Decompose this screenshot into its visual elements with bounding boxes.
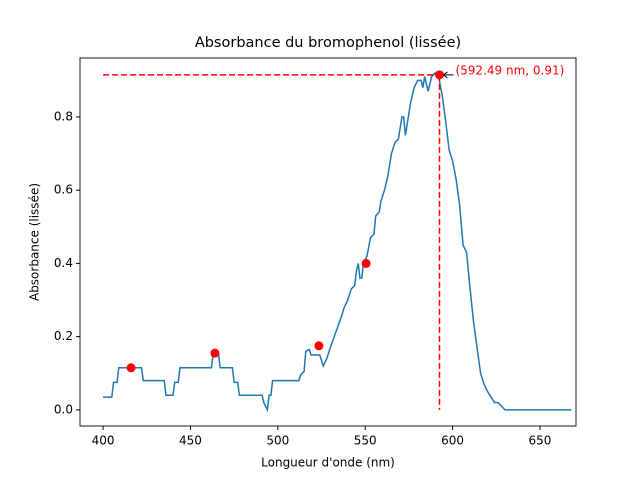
annotation-arrow: [442, 71, 454, 79]
peak-marker: [210, 348, 220, 358]
x-tick-label: 500: [266, 434, 289, 448]
y-tick-label: 0.2: [54, 329, 73, 343]
y-tick-label: 0.8: [54, 109, 73, 123]
x-tick-label: 550: [354, 434, 377, 448]
chart-title: Absorbance du bromophenol (lissée): [195, 35, 461, 51]
y-tick-label: 0.6: [54, 183, 73, 197]
peak-marker: [361, 258, 371, 268]
x-tick-label: 450: [179, 434, 202, 448]
annotation: (592.49 nm, 0.91): [455, 63, 564, 77]
y-tick-label: 0.0: [54, 402, 73, 416]
x-tick-label: 650: [529, 434, 552, 448]
y-axis-label: Absorbance (lissée): [28, 183, 42, 301]
x-tick-label: 600: [441, 434, 464, 448]
peak-marker: [434, 70, 444, 80]
y-tick-label: 0.4: [54, 256, 73, 270]
x-tick-label: 400: [92, 434, 115, 448]
peak-marker: [314, 341, 324, 351]
spectrum-line: [103, 71, 572, 413]
x-axis-label: Longueur d'onde (nm): [261, 456, 395, 470]
peak-marker: [126, 363, 136, 373]
plot-frame: [79, 57, 577, 427]
